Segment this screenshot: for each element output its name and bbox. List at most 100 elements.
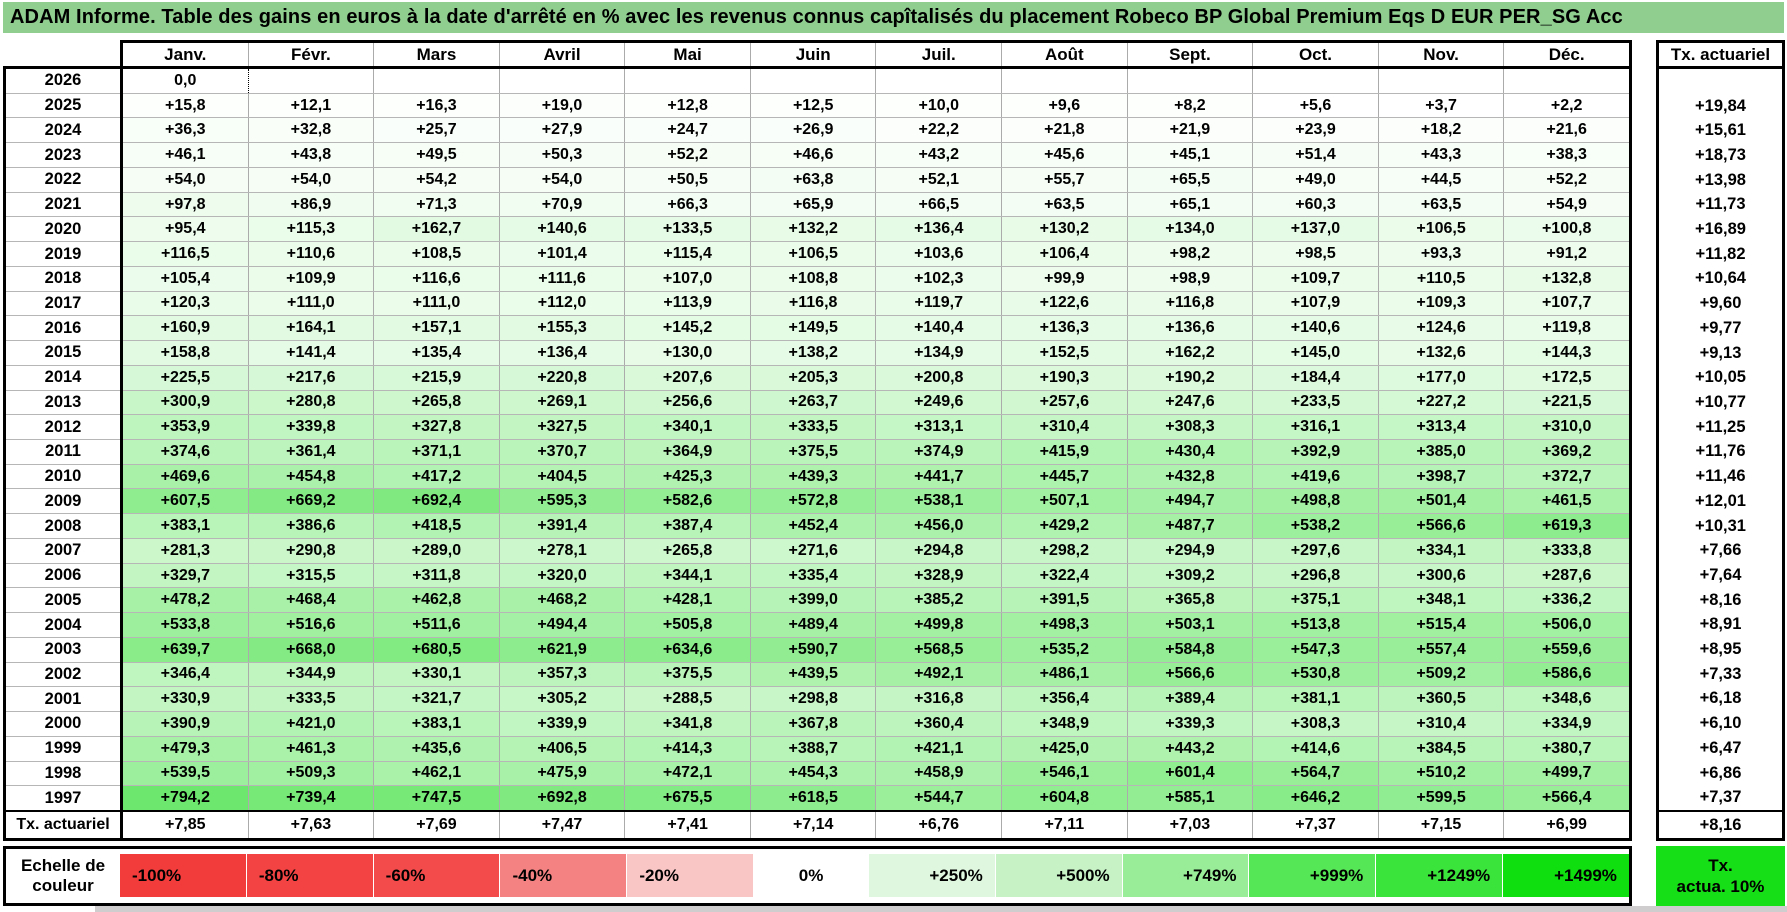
gain-cell[interactable]: +257,6 [1002,390,1128,415]
gain-cell[interactable]: +385,0 [1378,440,1505,464]
gain-cell[interactable]: +50,5 [625,167,751,192]
gain-cell[interactable]: +52,1 [876,167,1003,192]
gain-cell[interactable]: +621,9 [499,637,626,662]
gain-cell[interactable]: +66,5 [876,192,1003,217]
gain-cell[interactable]: +164,1 [248,316,375,341]
tx-actuariel-month-cell[interactable]: +7,85 [123,812,249,839]
gain-cell[interactable]: +215,9 [374,365,500,390]
gain-cell[interactable] [248,69,375,93]
year-cell[interactable]: 2014 [6,366,120,391]
gain-cell[interactable]: +327,5 [499,415,626,440]
gain-cell[interactable]: +160,9 [123,316,249,341]
tx-actuariel-cell[interactable]: +6,86 [1699,763,1742,782]
gain-cell[interactable]: +50,3 [499,143,626,167]
gain-cell[interactable]: +16,3 [374,93,500,118]
year-cell[interactable]: 2019 [6,242,120,267]
gain-cell[interactable]: +669,2 [248,489,375,514]
gain-cell[interactable]: +547,3 [1253,637,1379,662]
month-header-cell[interactable]: Janv. [123,43,249,66]
gain-cell[interactable]: +321,7 [374,687,500,712]
month-header-cell[interactable]: Mai [625,43,751,66]
gain-cell[interactable]: +172,5 [1504,365,1629,390]
legend-cell[interactable]: -40% [500,854,627,897]
gain-cell[interactable]: +390,9 [123,712,249,736]
gain-cell[interactable]: +392,9 [1253,440,1379,464]
gain-cell[interactable]: +45,6 [1002,143,1128,167]
gain-cell[interactable]: +66,3 [625,192,751,217]
gain-cell[interactable]: +120,3 [123,291,249,316]
gain-cell[interactable]: +106,5 [1378,217,1505,242]
gain-cell[interactable]: +692,8 [499,786,626,811]
tx-actuariel-month-cell[interactable]: +7,63 [249,812,375,839]
gain-cell[interactable]: +3,7 [1378,93,1505,118]
gain-cell[interactable]: +290,8 [248,538,375,563]
gain-cell[interactable]: +375,5 [625,662,751,687]
gain-cell[interactable]: +360,5 [1378,687,1505,712]
gain-cell[interactable]: +63,5 [1378,192,1505,217]
gain-cell[interactable]: +271,6 [750,538,877,563]
tx-actuariel-total-cell[interactable]: +8,16 [1659,810,1782,838]
gain-cell[interactable]: +116,6 [374,266,500,291]
legend-cell[interactable]: -80% [246,854,373,897]
gain-cell[interactable]: +25,7 [374,118,500,143]
gain-cell[interactable]: +103,6 [876,242,1003,266]
gain-cell[interactable] [1378,69,1505,93]
gain-cell[interactable]: +18,2 [1378,118,1505,143]
gain-cell[interactable]: +468,2 [499,588,626,613]
gain-cell[interactable]: +572,8 [750,489,877,514]
tx-actuariel-cell[interactable]: +13,98 [1695,170,1746,189]
gain-cell[interactable]: +315,5 [248,563,375,588]
gain-cell[interactable]: +418,5 [374,514,500,538]
gain-cell[interactable]: +487,7 [1127,514,1254,538]
tx-actuariel-cell[interactable]: +8,16 [1699,590,1742,609]
legend-cell[interactable]: +1249% [1376,854,1503,897]
gain-cell[interactable]: +454,8 [248,464,375,489]
gain-cell[interactable]: +454,3 [750,761,877,786]
gain-cell[interactable]: +263,7 [750,390,877,415]
gain-cell[interactable]: +383,1 [123,514,249,538]
gain-cell[interactable]: +91,2 [1504,242,1629,266]
year-cell[interactable]: 2001 [6,687,120,713]
gain-cell[interactable]: +43,3 [1378,143,1505,167]
gain-cell[interactable]: +116,5 [123,242,249,266]
gain-cell[interactable]: +339,3 [1127,712,1254,736]
gain-cell[interactable]: +414,6 [1253,736,1379,761]
gain-cell[interactable]: +533,8 [123,613,249,637]
gain-cell[interactable] [1127,69,1254,93]
gain-cell[interactable]: +381,1 [1253,687,1379,712]
legend-cell[interactable]: 0% [754,854,868,897]
year-cell[interactable]: 2009 [6,489,120,515]
gain-cell[interactable]: +51,4 [1253,143,1379,167]
gain-cell[interactable]: +109,7 [1253,266,1379,291]
gain-cell[interactable]: +333,8 [1504,538,1629,563]
month-header-cell[interactable]: Juin [751,43,877,66]
tx-actuariel-cell[interactable]: +8,91 [1699,615,1742,634]
gain-cell[interactable]: +278,1 [499,538,626,563]
gain-cell[interactable]: +309,2 [1127,563,1254,588]
gain-cell[interactable]: +634,6 [625,637,751,662]
tx-actuariel-cell[interactable]: +10,64 [1695,269,1746,288]
tx-actuariel-month-cell[interactable]: +7,37 [1253,812,1379,839]
tx-actuariel-month-cell[interactable]: +6,99 [1546,816,1587,834]
gain-cell[interactable]: +461,3 [248,736,375,761]
year-cell[interactable]: 2018 [6,267,120,292]
gain-cell[interactable]: +388,7 [750,736,877,761]
gain-cell[interactable]: +383,1 [374,712,500,736]
tx-actuariel-month-cell[interactable]: +7,11 [1002,812,1128,839]
year-cell[interactable]: 2021 [6,193,120,218]
gain-cell[interactable]: +747,5 [374,786,500,811]
gain-cell[interactable]: +55,7 [1002,167,1128,192]
gain-cell[interactable]: +140,6 [1253,316,1379,341]
gain-cell[interactable]: +308,3 [1253,712,1379,736]
tx-actuariel-cell[interactable]: +15,61 [1695,121,1746,140]
tx-actuariel-cell[interactable]: +7,37 [1699,788,1742,807]
gain-cell[interactable]: +439,3 [750,464,877,489]
gain-cell[interactable]: +387,4 [625,514,751,538]
gain-cell[interactable]: +225,5 [123,365,249,390]
gain-cell[interactable]: +93,3 [1378,242,1505,266]
tx-actuariel-row-label[interactable]: Tx. actuariel [6,810,120,838]
gain-cell[interactable]: +429,2 [1002,514,1128,538]
gain-cell[interactable]: +70,9 [499,192,626,217]
tx-actuariel-cell[interactable]: +8,95 [1699,640,1742,659]
gain-cell[interactable]: +374,6 [123,440,249,464]
